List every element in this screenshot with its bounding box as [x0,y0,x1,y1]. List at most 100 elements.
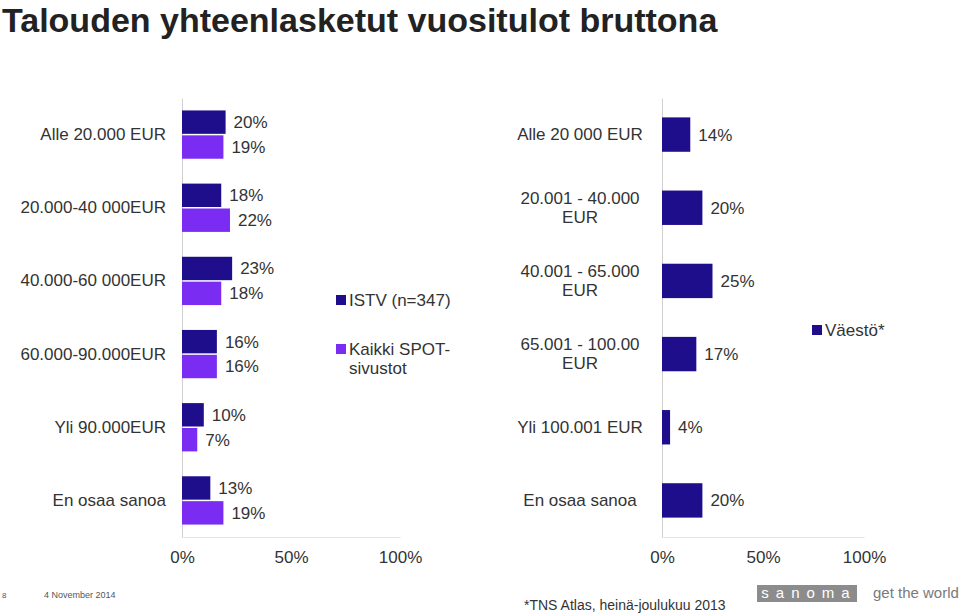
y-tick: 40.001 - 65.000EUR [520,262,662,300]
x-tick: 100% [843,537,886,567]
data-label: 20% [234,113,268,132]
bar [662,191,702,225]
bar [662,337,696,371]
bar [182,403,204,426]
x-tick: 0% [650,537,675,567]
data-label: 7% [205,431,230,450]
bar [182,184,221,207]
y-tick: Alle 20.000 EUR [40,125,182,144]
category-label: 65.001 - 100.00EUR [520,335,639,373]
data-label: 4% [678,418,703,437]
legend-label: Väestö* [825,321,885,340]
category-label: 40.001 - 65.000EUR [520,262,639,300]
category-label: 20.000-40 000EUR [20,198,166,217]
y-axis: Alle 20 000 EUR 20.001 - 40.000EUR 40.001 … [517,99,662,538]
data-label: 18% [229,186,263,205]
category-label: Yli 100.001 EUR [517,418,643,437]
x-tick-label: 50% [274,548,308,567]
data-label: 18% [229,284,263,303]
y-axis: Alle 20.000 EUR 20.000-40 000EUR 40.000-60… [20,99,182,538]
x-axis: 0% 50% 100% [170,537,422,567]
y-tick: En osaa sanoa [53,491,182,510]
category-label: 60.000-90.000EUR [20,345,166,364]
x-tick-label: 100% [379,548,422,567]
bar [182,135,223,158]
bars [182,110,232,524]
category-label: Yli 90.000EUR [54,418,166,437]
legend: ISTV (n=347) Kaikki SPOT-sivustot [336,291,451,378]
data-label: 19% [231,504,265,523]
category-label: En osaa sanoa [523,491,637,510]
bar [182,282,221,305]
y-tick: Yli 90.000EUR [54,418,182,437]
bar [182,110,226,133]
bar [662,117,690,151]
y-tick: 20.000-40 000EUR [20,198,182,217]
bar [182,257,232,280]
bar [182,476,210,499]
x-tick: 0% [170,537,195,567]
y-tick: 40.000-60 000EUR [20,271,182,290]
bar [662,410,670,444]
legend-label: ISTV (n=347) [349,291,451,310]
x-tick-label: 100% [843,548,886,567]
data-label: 19% [231,138,265,157]
data-label: 16% [225,333,259,352]
data-label: 13% [218,479,252,498]
bars [662,117,713,517]
x-tick-label: 0% [170,548,195,567]
bar [182,355,217,378]
x-tick: 100% [379,537,422,567]
legend: Väestö* [812,321,885,340]
data-label: 10% [212,406,246,425]
page-number: 8 [2,591,7,600]
category-label: Alle 20 000 EUR [517,125,643,144]
data-label: 20% [710,491,744,510]
x-axis: 0% 50% 100% [650,537,886,567]
logo: sanoma [761,584,856,601]
x-tick-label: 0% [650,548,675,567]
bar [182,208,230,231]
category-label: En osaa sanoa [53,491,167,510]
x-tick: 50% [274,537,308,567]
category-label: Alle 20.000 EUR [40,125,166,144]
data-label: 23% [240,259,274,278]
bar [182,428,197,451]
bar [182,330,217,353]
bar [662,264,713,298]
footer: 8 4 November 2014 *TNS Atlas, heinä-jouluk… [2,584,959,613]
legend-swatch [336,295,346,305]
y-tick: 65.001 - 100.00EUR [520,335,662,373]
data-labels: 14%20%25%17%4%20% [678,126,754,511]
bar [182,501,223,524]
x-axis-line [183,537,401,538]
source-note: *TNS Atlas, heinä-joulukuu 2013 [524,597,726,613]
y-tick: Yli 100.001 EUR [517,418,662,437]
logo-box [757,585,857,602]
chart-1: 0% 50% 100% Alle 20 000 EUR 20.001 - 40.000E… [517,99,886,568]
bar [662,483,702,517]
legend-swatch [812,325,822,335]
legend-label: Kaikki SPOT-sivustot [349,340,450,378]
data-label: 16% [225,357,259,376]
y-tick: En osaa sanoa [523,491,662,510]
data-labels: 20% 18% 23% 16% 10% 13% 19% 22% 18% 16% 7% 19% [205,113,274,523]
y-tick: Alle 20 000 EUR [517,125,662,144]
x-tick-label: 50% [746,548,780,567]
tagline: get the world [873,584,959,601]
x-tick: 50% [746,537,780,567]
legend-swatch [336,344,346,354]
chart-0: 0% 50% 100% Alle 20.000 EUR 20.000-40 000EUR… [20,99,450,568]
page-title: Talouden yhteenlasketut vuositulot brutt… [2,1,718,39]
data-label: 17% [704,345,738,364]
x-axis-line [663,537,865,538]
data-label: 25% [721,272,755,291]
category-label: 40.000-60 000EUR [20,271,166,290]
data-label: 22% [238,211,272,230]
chart-canvas: Talouden yhteenlasketut vuositulot brutt… [0,0,960,616]
date: 4 November 2014 [44,590,116,600]
data-label: 20% [710,199,744,218]
y-axis-line [182,99,183,538]
y-tick: 60.000-90.000EUR [20,345,182,364]
category-label: 20.001 - 40.000EUR [520,189,639,227]
